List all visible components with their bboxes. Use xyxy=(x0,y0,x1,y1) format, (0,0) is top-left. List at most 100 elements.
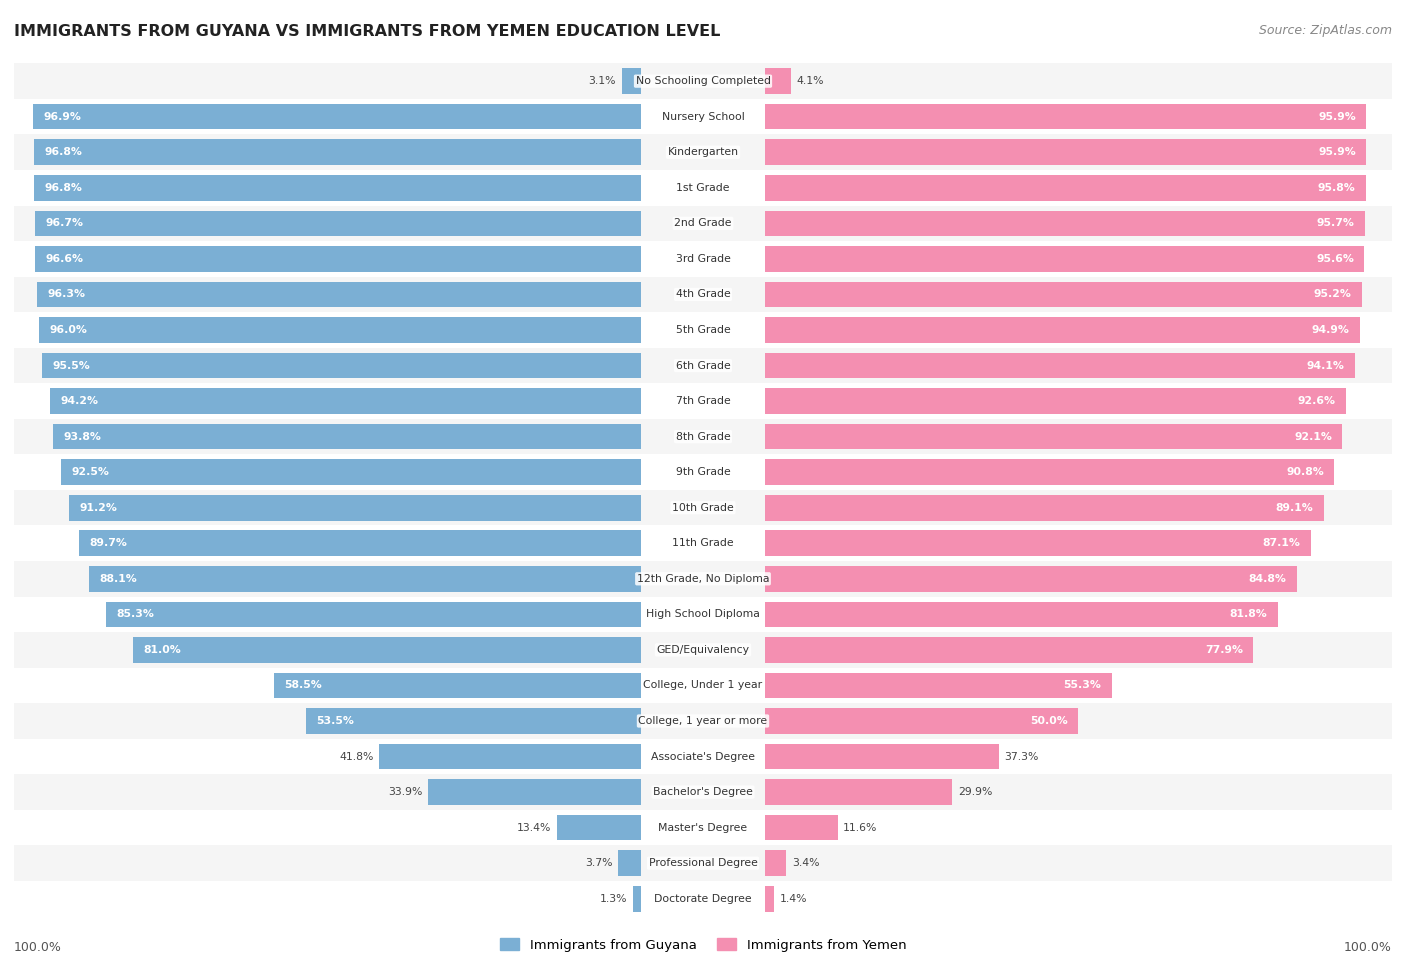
Bar xyxy=(14,312,1392,348)
Text: 89.1%: 89.1% xyxy=(1275,503,1313,513)
Text: 100.0%: 100.0% xyxy=(14,941,62,954)
Text: 13.4%: 13.4% xyxy=(517,823,551,833)
Bar xyxy=(14,632,1392,668)
Bar xyxy=(69,495,641,521)
Text: 9th Grade: 9th Grade xyxy=(676,467,730,477)
Bar xyxy=(14,348,1392,383)
Bar xyxy=(14,383,1392,419)
Bar xyxy=(14,98,1392,135)
Bar xyxy=(14,881,1392,916)
Bar xyxy=(765,850,786,876)
Bar xyxy=(305,708,641,734)
Bar xyxy=(14,703,1392,739)
Text: 88.1%: 88.1% xyxy=(98,574,136,584)
Text: Nursery School: Nursery School xyxy=(662,112,744,122)
Text: 92.5%: 92.5% xyxy=(72,467,110,477)
Text: 1st Grade: 1st Grade xyxy=(676,182,730,193)
Text: Bachelor's Degree: Bachelor's Degree xyxy=(652,787,754,798)
Text: GED/Equivalency: GED/Equivalency xyxy=(657,644,749,655)
Text: 4th Grade: 4th Grade xyxy=(676,290,730,299)
Text: 95.9%: 95.9% xyxy=(1319,112,1355,122)
Bar xyxy=(60,459,641,485)
Text: 12th Grade, No Diploma: 12th Grade, No Diploma xyxy=(637,574,769,584)
Text: 3.1%: 3.1% xyxy=(589,76,616,86)
Bar xyxy=(14,774,1392,810)
Text: 81.0%: 81.0% xyxy=(143,644,181,655)
Text: 96.6%: 96.6% xyxy=(46,254,84,264)
Text: 2nd Grade: 2nd Grade xyxy=(675,218,731,228)
Bar xyxy=(14,739,1392,774)
Text: 95.6%: 95.6% xyxy=(1316,254,1354,264)
Bar xyxy=(14,135,1392,170)
Text: Kindergarten: Kindergarten xyxy=(668,147,738,157)
Text: 92.6%: 92.6% xyxy=(1298,396,1336,406)
Text: 93.8%: 93.8% xyxy=(63,432,101,442)
Bar xyxy=(14,526,1392,561)
Bar xyxy=(14,845,1392,881)
Text: 95.7%: 95.7% xyxy=(1317,218,1354,228)
Bar xyxy=(274,673,641,698)
Bar xyxy=(14,489,1392,526)
Bar xyxy=(765,602,1278,627)
Bar xyxy=(765,673,1112,698)
Bar xyxy=(53,424,641,449)
Text: 95.8%: 95.8% xyxy=(1317,182,1355,193)
Text: 95.2%: 95.2% xyxy=(1313,290,1351,299)
Text: 41.8%: 41.8% xyxy=(339,752,374,761)
Text: College, 1 year or more: College, 1 year or more xyxy=(638,716,768,726)
Bar xyxy=(14,63,1392,98)
Text: 37.3%: 37.3% xyxy=(1004,752,1039,761)
Bar xyxy=(765,317,1360,343)
Text: 8th Grade: 8th Grade xyxy=(676,432,730,442)
Text: 4.1%: 4.1% xyxy=(796,76,824,86)
Bar xyxy=(765,388,1346,413)
Text: 5th Grade: 5th Grade xyxy=(676,325,730,335)
Bar xyxy=(14,454,1392,489)
Bar xyxy=(14,206,1392,241)
Bar xyxy=(621,68,641,94)
Text: 11th Grade: 11th Grade xyxy=(672,538,734,548)
Bar xyxy=(380,744,641,769)
Bar xyxy=(765,68,790,94)
Text: 55.3%: 55.3% xyxy=(1063,681,1101,690)
Bar xyxy=(765,424,1343,449)
Text: 3.7%: 3.7% xyxy=(585,858,612,868)
Bar xyxy=(34,104,641,130)
Bar xyxy=(765,744,998,769)
Text: 6th Grade: 6th Grade xyxy=(676,361,730,370)
Bar xyxy=(14,668,1392,703)
Bar xyxy=(37,282,641,307)
Text: 89.7%: 89.7% xyxy=(89,538,127,548)
Bar xyxy=(617,850,641,876)
Text: 94.1%: 94.1% xyxy=(1306,361,1344,370)
Text: 84.8%: 84.8% xyxy=(1249,574,1286,584)
Text: 92.1%: 92.1% xyxy=(1294,432,1331,442)
Text: 96.9%: 96.9% xyxy=(44,112,82,122)
Text: 1.4%: 1.4% xyxy=(779,894,807,904)
Text: 11.6%: 11.6% xyxy=(844,823,877,833)
Bar xyxy=(14,419,1392,454)
Bar xyxy=(765,779,952,805)
Text: Source: ZipAtlas.com: Source: ZipAtlas.com xyxy=(1258,24,1392,37)
Text: 77.9%: 77.9% xyxy=(1205,644,1243,655)
Text: 81.8%: 81.8% xyxy=(1230,609,1267,619)
Text: Associate's Degree: Associate's Degree xyxy=(651,752,755,761)
Bar xyxy=(39,317,641,343)
Bar xyxy=(765,495,1323,521)
Bar xyxy=(134,637,641,663)
Bar xyxy=(765,815,838,840)
Text: 96.0%: 96.0% xyxy=(49,325,87,335)
Bar xyxy=(765,211,1365,236)
Text: 58.5%: 58.5% xyxy=(284,681,322,690)
Bar xyxy=(34,175,641,201)
Bar xyxy=(765,637,1253,663)
Bar xyxy=(765,886,773,912)
Text: 96.8%: 96.8% xyxy=(45,182,83,193)
Text: 85.3%: 85.3% xyxy=(117,609,155,619)
Text: 94.9%: 94.9% xyxy=(1312,325,1350,335)
Bar xyxy=(765,139,1367,165)
Text: 100.0%: 100.0% xyxy=(1344,941,1392,954)
Bar xyxy=(79,530,641,556)
Bar xyxy=(765,566,1296,592)
Bar xyxy=(633,886,641,912)
